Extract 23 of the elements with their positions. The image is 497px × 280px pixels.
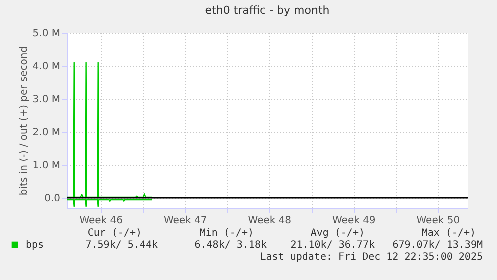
- chart-title: eth0 traffic - by month: [205, 4, 330, 17]
- text: Last update: Fri Dec 12 22:35:00 2025: [260, 252, 483, 263]
- y-tick-label: 4.0 M: [32, 62, 60, 73]
- legend-label: bps: [26, 240, 44, 251]
- text: 6.48k/ 3.18k: [194, 240, 267, 251]
- x-tick-label: Week 47: [164, 216, 208, 226]
- y-tick-label: 0.0: [44, 194, 60, 205]
- y-tick-label: 5.0 M: [32, 28, 60, 40]
- text: Cur (-/+): [88, 228, 142, 239]
- text: 21.10k/ 36.77k: [290, 240, 375, 251]
- y-tick-label: 3.0 M: [32, 94, 60, 106]
- x-tick-label: Week 46: [80, 216, 124, 226]
- y-tick-label: 2.0 M: [32, 128, 60, 139]
- x-tick-label: Week 50: [416, 216, 460, 226]
- text: Min (-/+): [200, 228, 254, 239]
- text: 679.07k/ 13.39M: [392, 240, 483, 251]
- y-axis-title: bits in (-) / out (+) per second: [18, 46, 30, 196]
- x-tick-label: Week 49: [332, 216, 376, 226]
- x-tick-label: Week 48: [248, 216, 292, 226]
- text: Avg (-/+): [310, 228, 365, 239]
- text: Max (-/+): [422, 228, 476, 239]
- text: 7.59k/ 5.44k: [86, 240, 158, 251]
- y-tick-label: 1.0 M: [32, 160, 60, 172]
